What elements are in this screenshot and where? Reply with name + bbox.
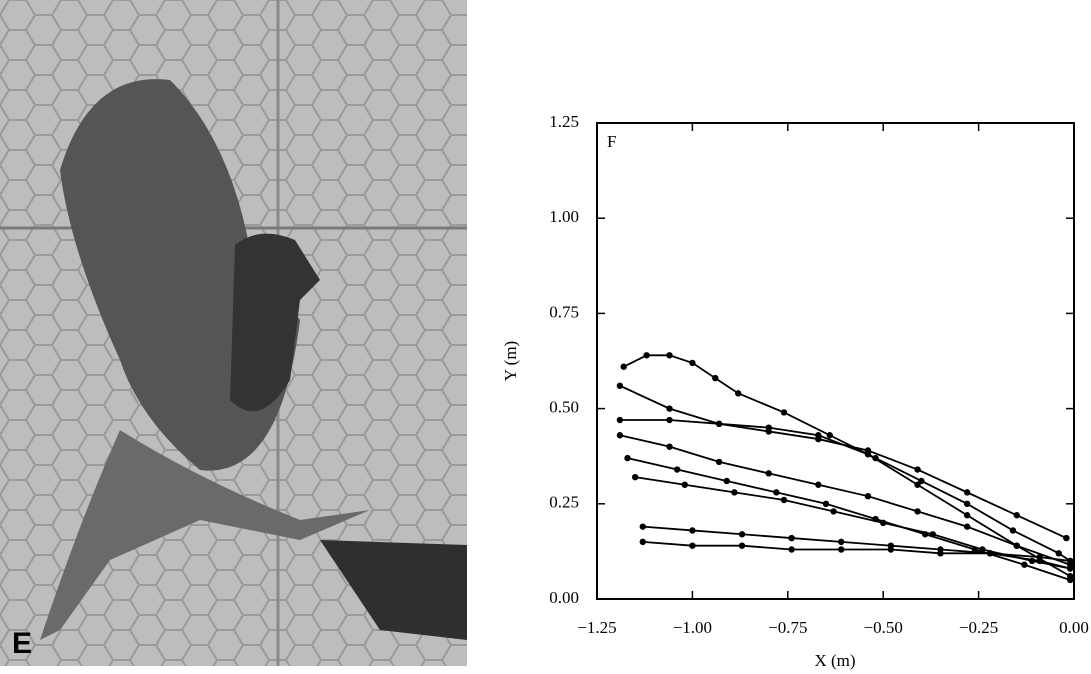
- x-tick-label: −0.25: [959, 618, 998, 637]
- trajectory-point: [620, 363, 627, 370]
- trajectory-point: [689, 527, 696, 534]
- trajectory-point: [1055, 550, 1062, 557]
- trajectory-point: [864, 492, 872, 500]
- trajectory-point: [929, 531, 937, 538]
- trajectory-point: [864, 451, 872, 458]
- y-axis-label: Y (m): [501, 341, 520, 381]
- trajectory-point: [914, 481, 921, 488]
- trajectory-point: [826, 432, 833, 439]
- trajectory-line: [619, 384, 1067, 539]
- trajectory-point: [963, 523, 971, 530]
- trajectory-point: [765, 470, 772, 477]
- trajectory-point: [723, 477, 730, 485]
- trajectory-point: [788, 534, 795, 542]
- trajectory-point: [738, 531, 746, 538]
- trajectory-point: [643, 352, 650, 359]
- trajectory-point: [880, 519, 887, 527]
- trajectory-point: [914, 466, 921, 473]
- trajectory-point: [639, 523, 646, 530]
- y-tick-label: 0.75: [549, 302, 579, 321]
- y-tick-label: 1.00: [549, 207, 579, 226]
- trajectory-point: [815, 432, 822, 439]
- trajectory-line: [642, 525, 1071, 570]
- trajectory-point: [666, 416, 673, 424]
- trajectory-point: [937, 550, 944, 557]
- trajectory-point: [1013, 512, 1020, 519]
- trajectory-point: [986, 550, 994, 557]
- x-tick-label: −0.50: [864, 618, 903, 637]
- trajectory-point: [1036, 553, 1043, 561]
- trajectory-point: [689, 542, 696, 549]
- trajectory-point: [963, 500, 971, 507]
- trajectory-point: [838, 546, 845, 553]
- trajectory-point: [979, 546, 986, 553]
- x-tick-label: −1.25: [577, 618, 616, 637]
- y-tick-label: 1.25: [549, 112, 579, 131]
- trajectory-point: [738, 542, 746, 549]
- trajectory-line: [619, 419, 1071, 577]
- x-tick-label: −0.75: [768, 618, 807, 637]
- x-tick-label: 0.00: [1059, 618, 1089, 637]
- trajectory-point: [616, 432, 624, 439]
- trajectory-point: [666, 443, 673, 450]
- trajectory-point: [1066, 565, 1074, 572]
- trajectory-point: [673, 466, 681, 473]
- trajectory-point: [765, 424, 772, 431]
- trajectory-point: [616, 382, 624, 389]
- trajectory-point: [1021, 561, 1028, 568]
- x-axis-label: X (m): [814, 651, 855, 670]
- plot-frame: [596, 122, 1075, 600]
- trajectory-point: [624, 454, 631, 462]
- trajectory-line: [642, 540, 1071, 562]
- panel-label: F: [607, 132, 616, 151]
- trajectory-point: [963, 489, 971, 496]
- photo: [0, 0, 467, 666]
- trajectory-point: [689, 359, 696, 367]
- trajectory-point: [830, 508, 837, 515]
- trajectory-point: [815, 481, 822, 488]
- trajectory-point: [773, 489, 780, 496]
- trajectory-point: [616, 416, 624, 424]
- trajectory-point: [788, 546, 795, 553]
- trajectory-point: [887, 546, 895, 553]
- trajectory-point: [822, 500, 830, 507]
- trajectory-point: [1063, 534, 1070, 542]
- trajectory-line: [623, 354, 1071, 562]
- trajectory-point: [639, 538, 646, 546]
- trajectory-point: [681, 481, 688, 488]
- trajectory-point: [731, 489, 738, 496]
- trajectory-point: [1013, 542, 1020, 549]
- trajectory-line: [619, 434, 1071, 566]
- panel-label: E: [12, 627, 32, 660]
- trajectory-point: [1066, 557, 1074, 565]
- trajectory-point: [715, 458, 723, 466]
- y-tick-label: 0.50: [549, 398, 579, 417]
- trajectory-line: [627, 457, 1071, 581]
- trajectory-point: [666, 352, 673, 359]
- y-tick-label: 0.00: [549, 588, 579, 607]
- trajectory-point: [1009, 527, 1017, 534]
- trajectory-point: [715, 420, 723, 428]
- x-tick-label: −1.00: [673, 618, 712, 637]
- trajectory-point: [963, 512, 971, 519]
- trajectory-point: [838, 538, 845, 546]
- trajectory-point: [734, 390, 742, 397]
- trajectory-point: [712, 374, 719, 382]
- y-tick-label: 0.25: [549, 493, 579, 512]
- trajectory-point: [914, 508, 921, 515]
- trajectory-point: [631, 473, 639, 481]
- trajectory-point: [780, 496, 788, 504]
- trajectory-point: [666, 405, 673, 412]
- trajectory-point: [780, 409, 788, 416]
- trajectory-point: [1066, 576, 1074, 584]
